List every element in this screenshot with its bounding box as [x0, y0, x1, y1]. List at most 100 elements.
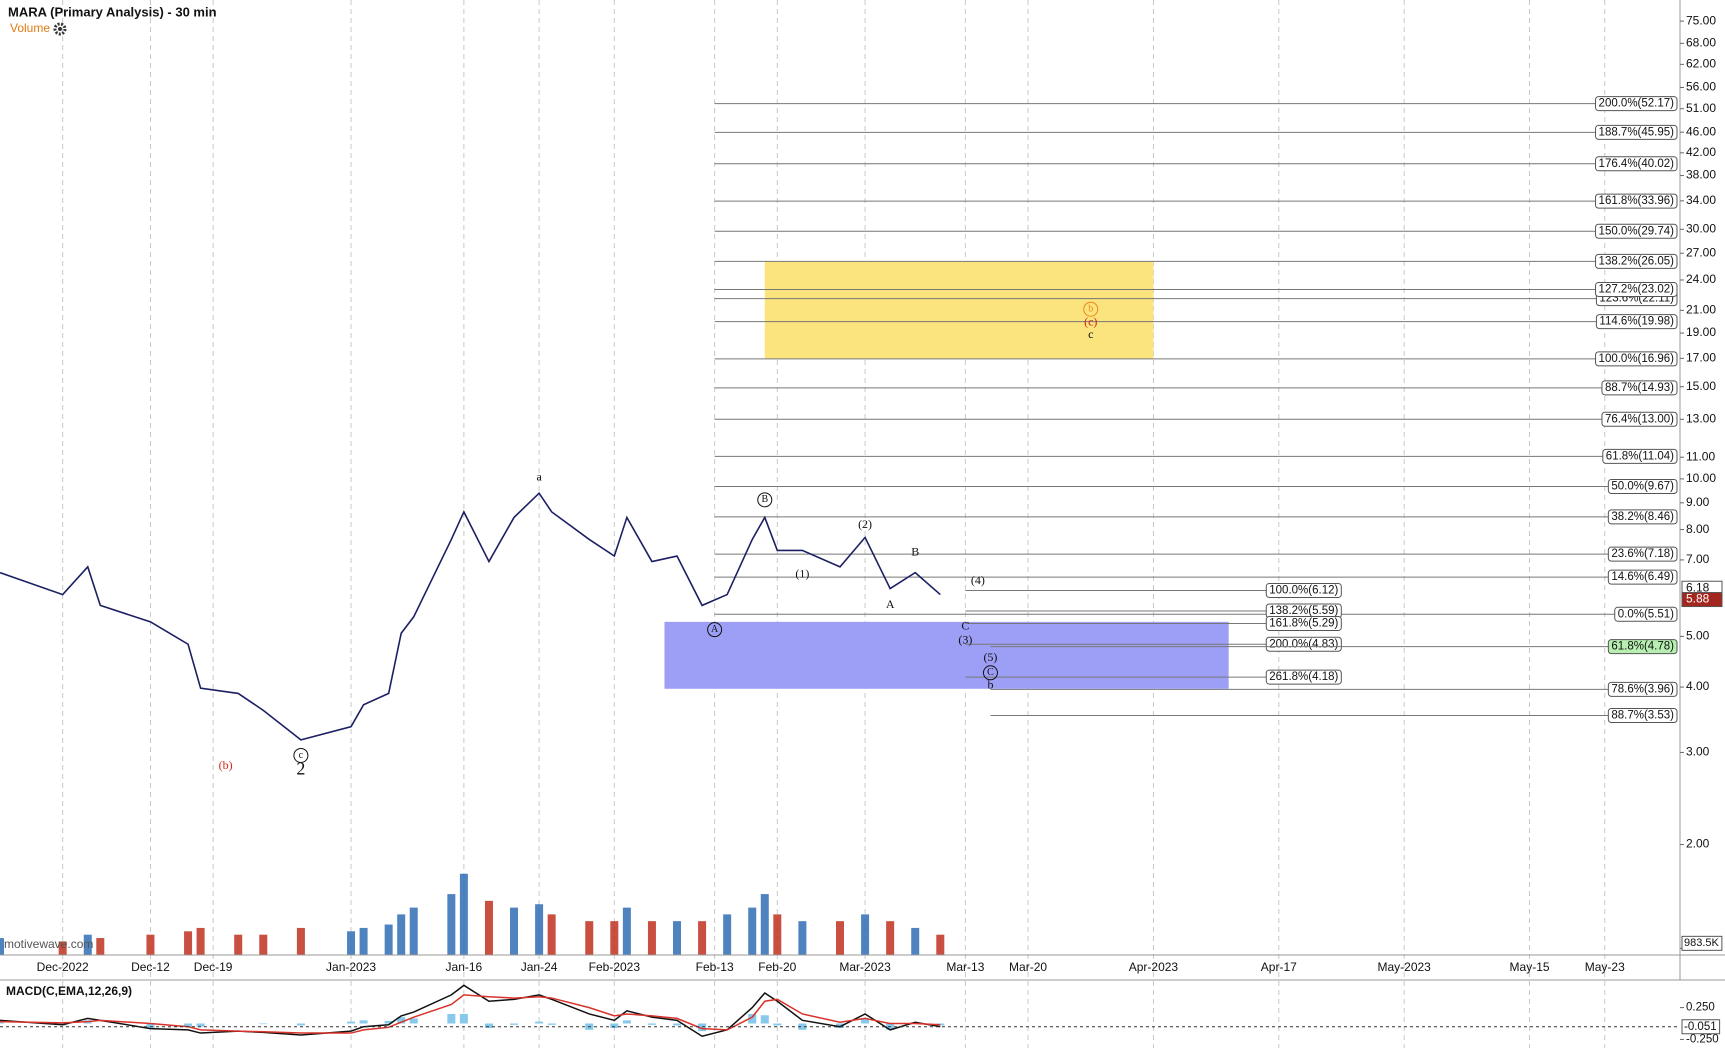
- y-tick-label: 38.00: [1686, 168, 1716, 182]
- wave-label: (4): [971, 573, 985, 587]
- fib-label: 176.4%(40.02): [1599, 158, 1675, 170]
- fib-label-box: [1601, 380, 1678, 396]
- macd-tick-label: -0.250: [1686, 1033, 1719, 1045]
- fib-label-box: [1595, 314, 1678, 330]
- price: [0, 491, 941, 741]
- wave-label: b: [1088, 304, 1093, 315]
- macd-tick-label: 0.250: [1686, 1002, 1715, 1014]
- volume-bar: [96, 938, 105, 955]
- y-tick-label: 11.00: [1686, 449, 1715, 463]
- y-tick-label: 68.00: [1686, 36, 1716, 50]
- macd-histogram: [698, 1023, 707, 1032]
- y-tick-label: 13.00: [1686, 411, 1716, 425]
- y-tick-label: 24.00: [1686, 272, 1716, 286]
- price-tag-label: 5.88: [1686, 592, 1710, 606]
- fib-label-box: [1595, 351, 1678, 367]
- volume-bar: [836, 921, 844, 955]
- x-tick-label: Feb-13: [696, 960, 734, 974]
- macd-histogram: [146, 1023, 155, 1029]
- volume-bar: [196, 927, 205, 955]
- y-tick-label: 8.00: [1686, 522, 1710, 536]
- fib-label-box: [1607, 509, 1678, 525]
- fib-levels: 200.0%(52.17) 188.7%(45.95) 176.4%(40.02) 1…: [714, 96, 1678, 723]
- y-tick-label: 15.00: [1686, 379, 1716, 393]
- wave-label: (c): [1084, 314, 1097, 328]
- macd-histogram: [647, 1023, 656, 1025]
- fib-label-box: [1607, 639, 1678, 655]
- volume-bar: [484, 900, 493, 955]
- wave-label: B: [911, 544, 919, 558]
- indicator-label: Volume: [10, 21, 50, 35]
- fib-label: 200.0%(52.17): [1599, 98, 1675, 110]
- macd-last-label: -0.051: [1684, 1021, 1717, 1033]
- fib-label: 127.2%(23.02): [1599, 283, 1675, 295]
- settings-icon[interactable]: [53, 22, 67, 36]
- volume-bar: [886, 921, 895, 955]
- y-tick-label: 34.00: [1686, 193, 1716, 207]
- price-tag: [1681, 592, 1723, 608]
- macd-histogram: [397, 1017, 406, 1024]
- y-tick-label: 46.00: [1686, 124, 1716, 138]
- fib-label: 150.0%(29.74): [1599, 225, 1675, 237]
- volume-tick-label: 983.5K: [1684, 937, 1720, 949]
- watermark: motivewave.com: [4, 937, 93, 951]
- x-tick-label: Feb-20: [758, 960, 796, 974]
- x-tick-label: Mar-20: [1009, 960, 1047, 974]
- x-tick-label: Feb-2023: [589, 960, 641, 974]
- y-tick-label: 3.00: [1686, 745, 1710, 759]
- y-tick-label: 51.00: [1686, 101, 1716, 115]
- fib-label: 61.8%(4.78): [1611, 641, 1674, 653]
- price-tag-label: 6.18: [1686, 580, 1710, 594]
- volume-bar: [510, 907, 519, 955]
- wave-label: 2: [296, 759, 305, 779]
- macd-panel: MACD(C,EMA,12,26,9) 0.250 -0.250-0.051: [0, 984, 1721, 1045]
- volume-bar: [610, 921, 619, 955]
- y-tick-label: 9.00: [1686, 495, 1710, 509]
- fib-label-box: [1614, 606, 1678, 622]
- volume-bar: [773, 914, 782, 955]
- volume-bar: [184, 931, 193, 955]
- macd-histogram: [384, 1020, 393, 1024]
- target-zone: [664, 621, 1229, 689]
- fib-label: 38.2%(8.46): [1611, 511, 1674, 523]
- wave-circle: [1083, 301, 1099, 317]
- wave-labels: aB(2)B(1) (4)AA C(3)(5)Cbb(c)c(b)c2: [219, 301, 1099, 779]
- macd-last-box: [1681, 1019, 1721, 1035]
- y-tick-label: 10.00: [1686, 471, 1716, 485]
- macd-histogram: [484, 1023, 493, 1028]
- fib-label: 188.7%(45.95): [1599, 126, 1675, 138]
- y-tick-label: 19.00: [1686, 325, 1716, 339]
- fib-label-box: [1595, 253, 1678, 269]
- gear: [53, 22, 67, 36]
- volume-bar: [397, 914, 406, 955]
- volume-bar: [535, 904, 544, 955]
- volume-tick-box: [1681, 935, 1723, 951]
- macd-histogram: [510, 1023, 519, 1025]
- volume-bar: [760, 894, 769, 955]
- fib-label: 76.4%(13.00): [1605, 413, 1674, 425]
- fib-label-box: [1601, 411, 1678, 427]
- volume-bar: [911, 927, 920, 955]
- fib-label-box: [1595, 96, 1678, 112]
- fib-label: 88.7%(14.93): [1605, 382, 1674, 394]
- fib-label-box: [1602, 448, 1678, 464]
- volume-bar: [384, 924, 393, 955]
- volume-bar: [0, 938, 4, 955]
- y-tick-label: 42.00: [1686, 145, 1716, 159]
- fib-label: 100.0%(6.12): [1269, 584, 1338, 596]
- wave-circle: [293, 747, 309, 763]
- fib-label-box: [1595, 281, 1678, 297]
- fib-label-box: [1595, 156, 1678, 172]
- chart-title: MARA (Primary Analysis) - 30 min: [8, 4, 217, 19]
- volume-bar: [723, 914, 732, 955]
- wave-circle: [757, 492, 773, 508]
- volume-bar: [936, 934, 945, 955]
- wave-label: C: [961, 618, 969, 632]
- macd-histogram: [535, 1021, 544, 1024]
- macd-histogram: [259, 1023, 268, 1025]
- x-tick-label: May-15: [1510, 960, 1550, 974]
- wave-label: B: [761, 494, 768, 505]
- volume-bar: [447, 894, 456, 955]
- fib-label: 200.0%(4.83): [1269, 638, 1338, 650]
- volume-bar: [259, 934, 268, 955]
